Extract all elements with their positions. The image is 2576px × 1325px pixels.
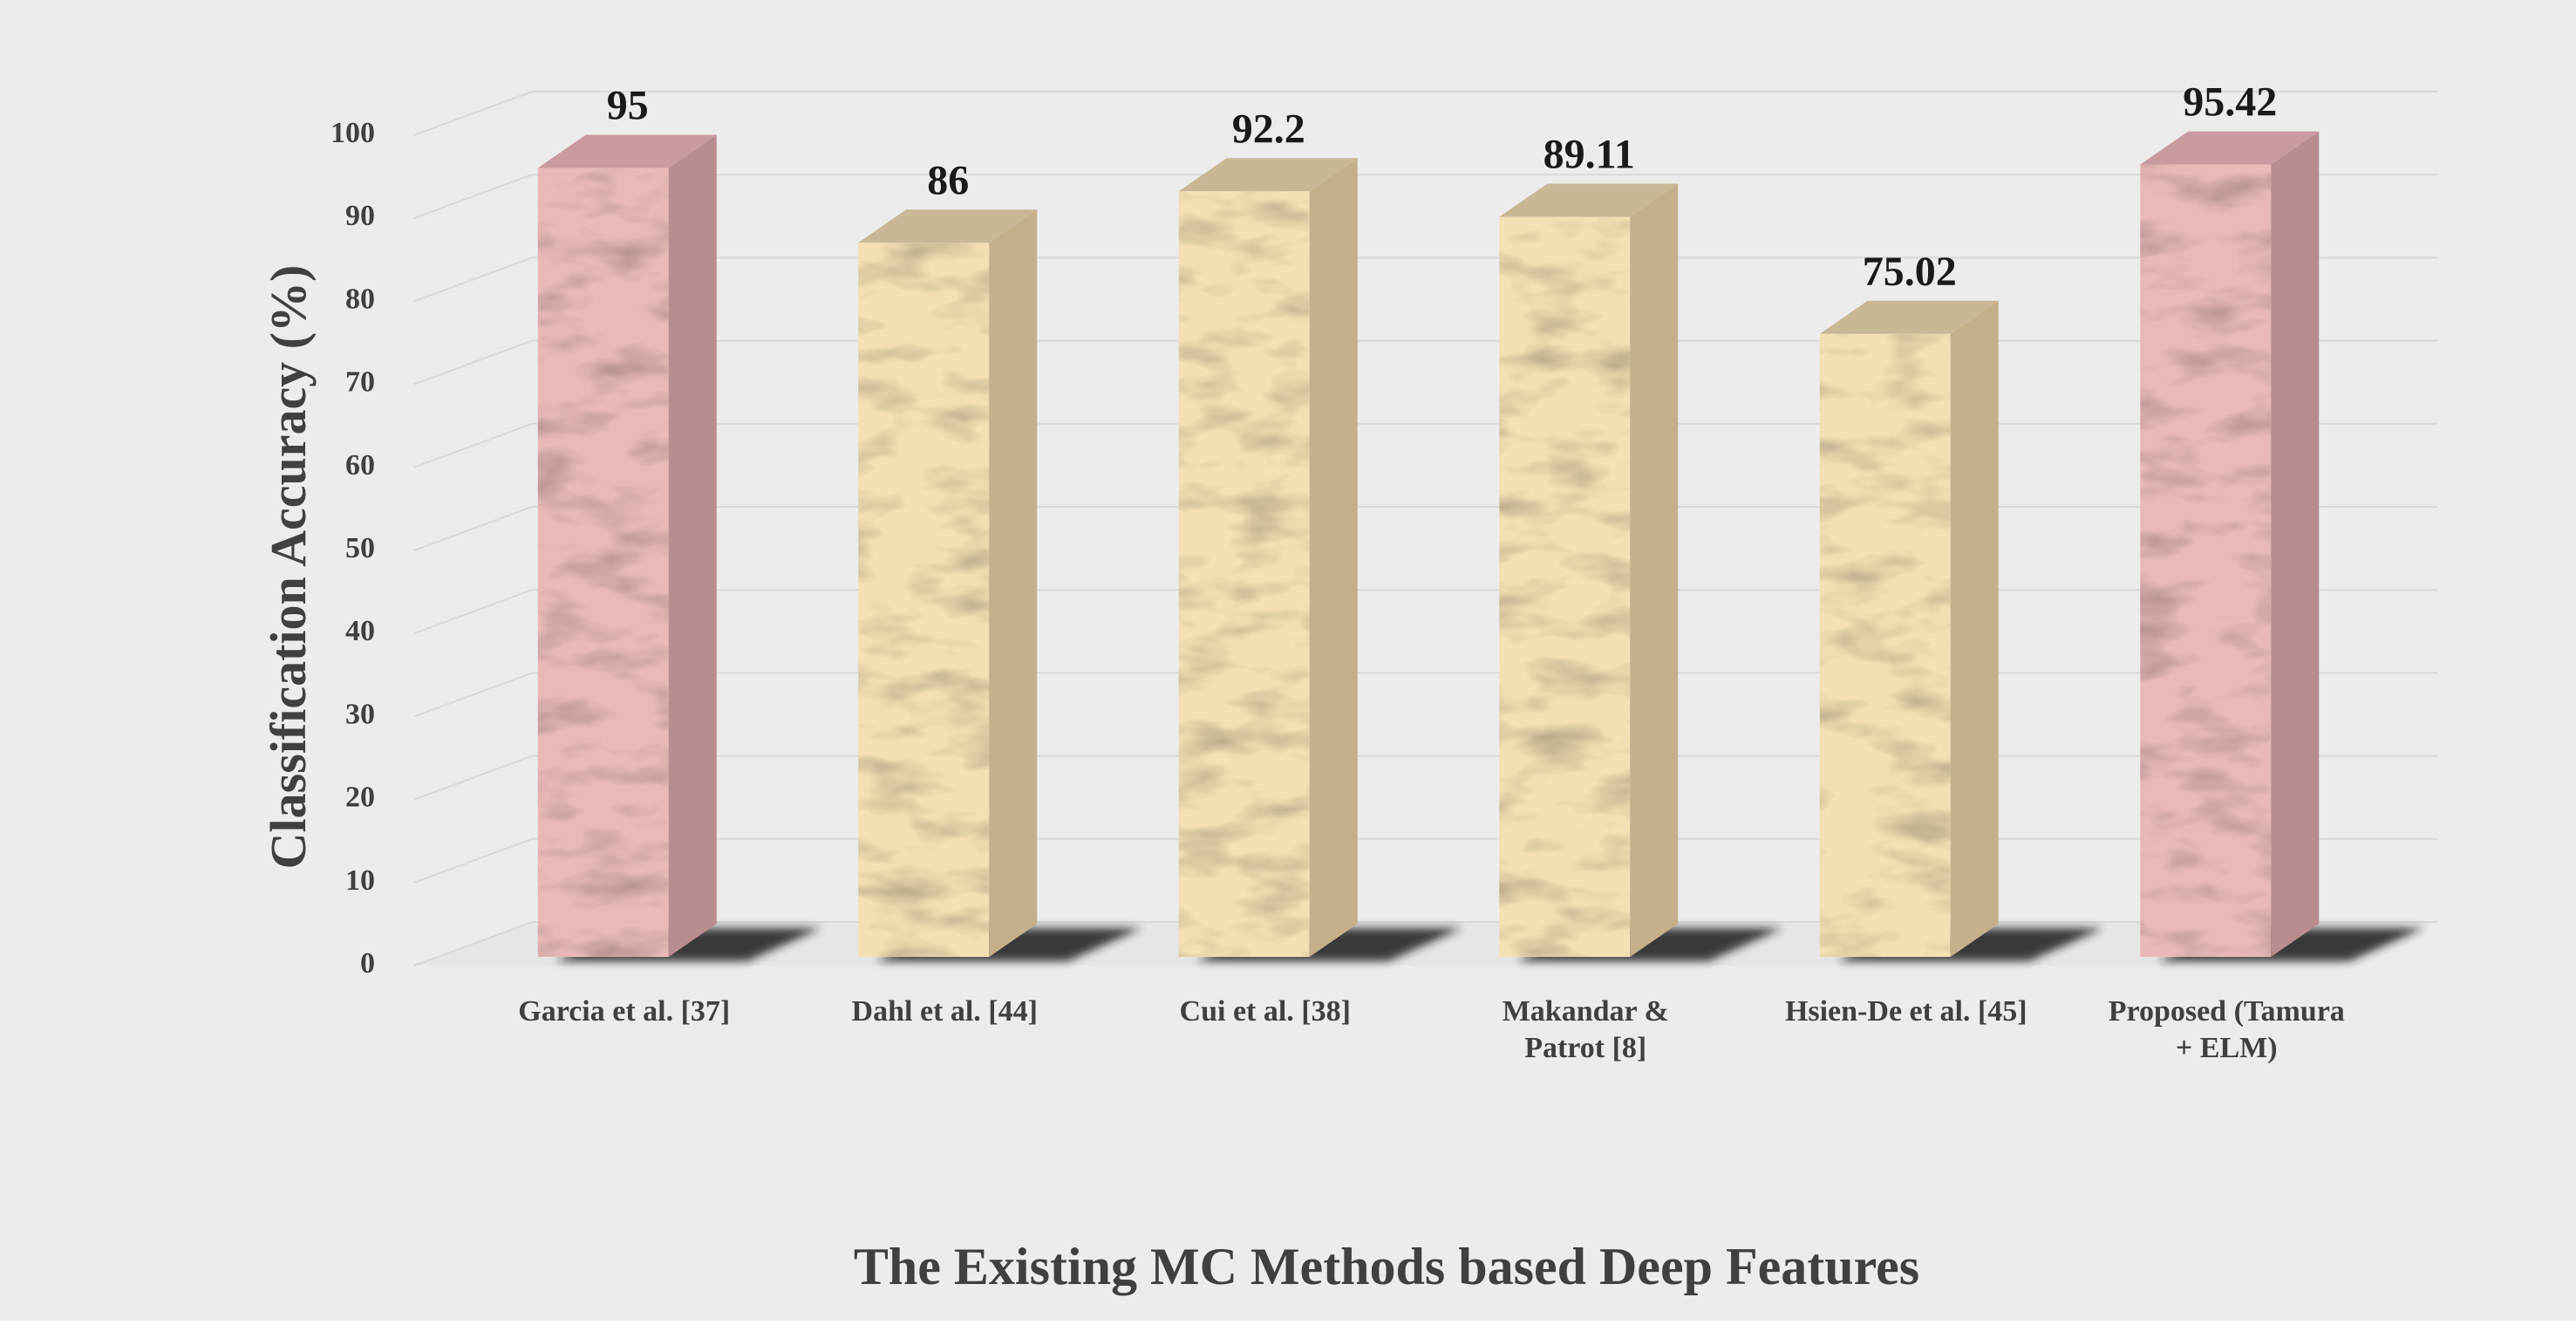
bar-texture bbox=[1819, 333, 1951, 958]
value-label: 86 bbox=[927, 157, 969, 203]
gridlines bbox=[413, 91, 2437, 966]
gridline-side bbox=[413, 589, 533, 635]
gridline-side bbox=[413, 91, 533, 136]
bar-side bbox=[668, 134, 717, 958]
bar-side bbox=[1950, 300, 1999, 958]
bars bbox=[537, 131, 2424, 961]
category-label-line: Proposed (Tamura bbox=[2109, 995, 2345, 1028]
y-tick-label: 80 bbox=[345, 283, 375, 315]
category-label-line: Dahl et al. [44] bbox=[852, 995, 1038, 1028]
y-tick-label: 90 bbox=[345, 200, 375, 232]
x-axis-labels: Garcia et al. [37] Dahl et al. [44] Cui et… bbox=[518, 995, 2345, 1064]
y-axis-label: Classification Accuracy (%) bbox=[260, 265, 317, 870]
bar-texture bbox=[2140, 164, 2272, 958]
y-tick-label: 10 bbox=[345, 864, 375, 897]
gridline-side bbox=[413, 837, 533, 884]
bar-side bbox=[1630, 183, 1679, 958]
bar-texture bbox=[537, 167, 669, 958]
value-label: 95.42 bbox=[2183, 79, 2277, 126]
y-tick-label: 40 bbox=[345, 615, 375, 647]
category-label-line: Patrot [8] bbox=[1524, 1032, 1646, 1064]
bar-top bbox=[1499, 183, 1679, 217]
value-label: 95 bbox=[607, 83, 649, 129]
x-axis-label: The Existing MC Methods based Deep Featu… bbox=[854, 1238, 1919, 1295]
value-label: 75.02 bbox=[1863, 249, 1957, 295]
gridline-side bbox=[413, 422, 533, 468]
gridline-side bbox=[413, 174, 533, 220]
bar-texture bbox=[1499, 216, 1631, 958]
category-label-line: Cui et al. [38] bbox=[1180, 995, 1351, 1028]
y-tick-label: 100 bbox=[331, 117, 375, 149]
y-tick-label: 70 bbox=[345, 366, 375, 399]
bar-top bbox=[1178, 158, 1358, 192]
y-axis-ticks: 0 10 20 30 40 50 60 70 80 90 100 bbox=[331, 117, 375, 980]
bar-side bbox=[989, 209, 1038, 957]
y-tick-label: 50 bbox=[345, 532, 375, 564]
y-tick-label: 0 bbox=[360, 947, 375, 980]
bar bbox=[1178, 158, 1462, 961]
gridline-side bbox=[413, 672, 533, 718]
y-tick-label: 30 bbox=[345, 698, 375, 730]
bar-side bbox=[2271, 131, 2320, 958]
category-label-line: Hsien-De et al. [45] bbox=[1785, 995, 2027, 1028]
bar-top bbox=[858, 209, 1038, 243]
bar-top bbox=[1819, 300, 1999, 334]
category-label: Hsien-De et al. [45] bbox=[1785, 995, 2027, 1028]
bar-texture bbox=[858, 242, 990, 957]
category-label: Garcia et al. [37] bbox=[518, 995, 730, 1028]
bar-top bbox=[537, 134, 717, 168]
y-tick-label: 20 bbox=[345, 782, 375, 814]
category-label-line: + ELM) bbox=[2176, 1032, 2278, 1064]
category-label-line: Garcia et al. [37] bbox=[518, 995, 730, 1028]
gridline-side bbox=[413, 755, 533, 801]
gridline-side bbox=[413, 506, 533, 551]
category-label: Dahl et al. [44] bbox=[852, 995, 1038, 1028]
category-label: Proposed (Tamura + ELM) bbox=[2109, 995, 2345, 1064]
value-labels: 95 86 92.2 89.11 75.02 95.42 bbox=[607, 79, 2278, 295]
bar-texture bbox=[1178, 191, 1310, 958]
bar bbox=[1499, 183, 1783, 961]
bar bbox=[537, 134, 821, 961]
category-label-line: Makandar & bbox=[1503, 995, 1669, 1028]
value-label: 89.11 bbox=[1544, 132, 1635, 178]
bar bbox=[2140, 131, 2424, 961]
bar-top bbox=[2140, 131, 2320, 165]
bar-side bbox=[1309, 158, 1358, 958]
value-label: 92.2 bbox=[1232, 106, 1305, 152]
gridline-side bbox=[413, 921, 533, 966]
category-label: Makandar & Patrot [8] bbox=[1503, 995, 1669, 1064]
bar bbox=[858, 209, 1142, 961]
bar bbox=[1819, 300, 2103, 961]
gridline-side bbox=[413, 339, 533, 386]
category-label: Cui et al. [38] bbox=[1180, 995, 1351, 1028]
y-tick-label: 60 bbox=[345, 449, 375, 482]
gridline-side bbox=[413, 256, 533, 303]
